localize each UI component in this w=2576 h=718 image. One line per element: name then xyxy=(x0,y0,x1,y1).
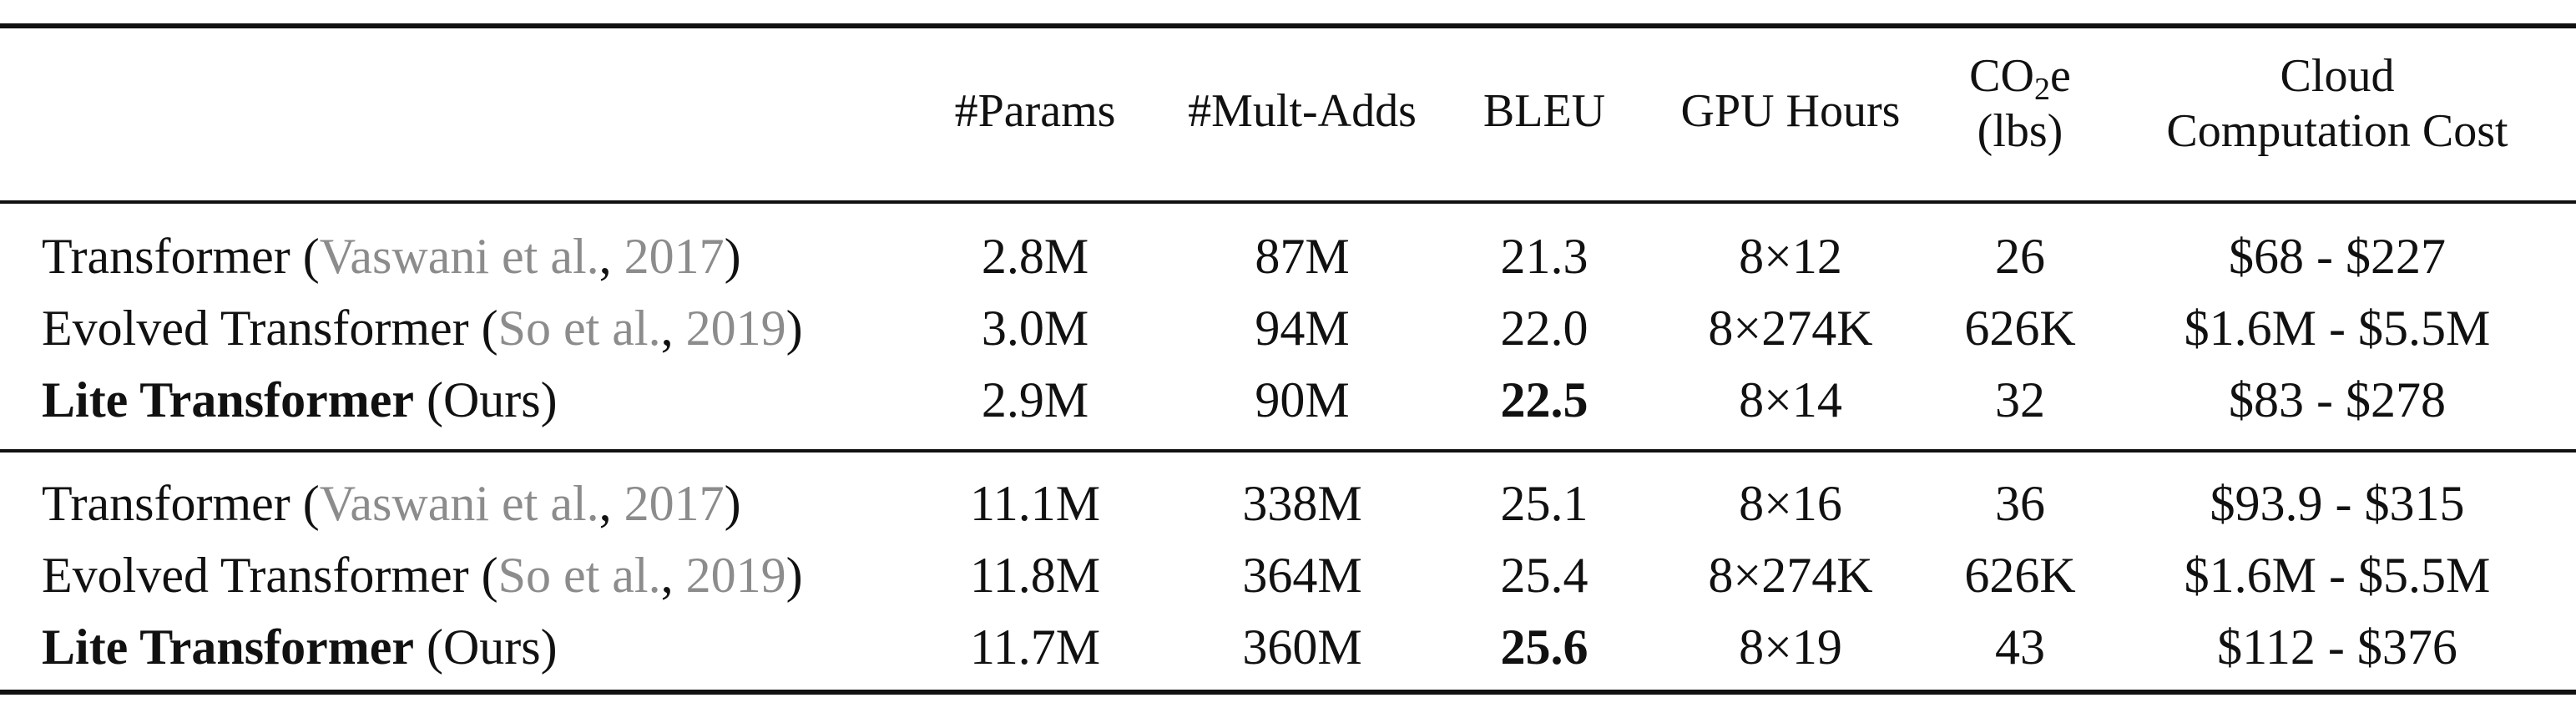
cost-cell: $1.6M - $5.5M xyxy=(2184,548,2491,603)
model-cell: Lite Transformer (Ours) xyxy=(42,364,558,436)
citation-author-link[interactable]: So et al. xyxy=(498,548,661,603)
header-co2e-line1: CO2e xyxy=(1941,48,2099,107)
citation-author-link[interactable]: Vaswani et al. xyxy=(319,476,599,531)
cost-cell: $1.6M - $5.5M xyxy=(2184,301,2491,356)
ours-tag: (Ours) xyxy=(414,619,558,675)
bleu-cell-best: 22.5 xyxy=(1500,372,1589,427)
co2-cell: 26 xyxy=(1995,229,2045,284)
model-name: Evolved Transformer xyxy=(42,548,469,603)
citation-year-link[interactable]: 2019 xyxy=(685,548,786,603)
citation-year-link[interactable]: 2019 xyxy=(685,301,786,356)
bleu-cell: 22.0 xyxy=(1500,301,1589,356)
header-co2e-prefix: CO xyxy=(1969,50,2034,102)
cite-open: ( xyxy=(290,476,320,531)
header-mult-adds: #Mult-Adds xyxy=(1188,85,1417,137)
cite-close: ) xyxy=(724,229,741,284)
header-co2e-suffix: e xyxy=(2049,50,2071,102)
model-cell: Transformer (Vaswani et al., 2017) xyxy=(42,468,741,539)
header-co2e: CO2e (lbs) xyxy=(1941,48,2099,159)
cite-comma: , xyxy=(660,548,686,603)
table-row: Evolved Transformer (So et al., 2019) 11… xyxy=(0,539,2576,611)
table-row: Evolved Transformer (So et al., 2019) 3.… xyxy=(0,292,2576,364)
bleu-cell-best: 25.6 xyxy=(1500,619,1589,675)
co2-cell: 32 xyxy=(1995,372,2045,427)
header-cloud-cost: Cloud Computation Cost xyxy=(2112,48,2563,159)
model-name: Transformer xyxy=(42,229,290,284)
params-cell: 11.1M xyxy=(969,476,1101,531)
mult-adds-cell: 360M xyxy=(1242,619,1362,675)
co2-cell: 626K xyxy=(1964,548,2076,603)
table-row: Transformer (Vaswani et al., 2017) 2.8M … xyxy=(0,220,2576,292)
gpu-hours-cell: 8×19 xyxy=(1739,619,1842,675)
mult-adds-cell: 364M xyxy=(1242,548,1362,603)
mult-adds-cell: 90M xyxy=(1255,372,1350,427)
cite-open: ( xyxy=(468,548,498,603)
mult-adds-cell: 87M xyxy=(1255,229,1350,284)
cost-cell: $83 - $278 xyxy=(2229,372,2446,427)
co2-cell: 626K xyxy=(1964,301,2076,356)
header-co2e-subscript: 2 xyxy=(2033,72,2050,107)
params-cell: 2.8M xyxy=(981,229,1089,284)
citation-author-link[interactable]: Vaswani et al. xyxy=(319,229,599,284)
citation-author-link[interactable]: So et al. xyxy=(498,301,661,356)
mult-adds-cell: 94M xyxy=(1255,301,1350,356)
cite-close: ) xyxy=(785,301,803,356)
model-cell: Lite Transformer (Ours) xyxy=(42,611,558,683)
params-cell: 2.9M xyxy=(981,372,1089,427)
model-name: Lite Transformer xyxy=(42,619,414,675)
table-top-rule xyxy=(0,23,2576,28)
table-bottom-rule xyxy=(0,690,2576,695)
header-cloud-cost-line1: Cloud xyxy=(2280,50,2395,102)
model-cell: Transformer (Vaswani et al., 2017) xyxy=(42,220,741,292)
header-co2e-unit: (lbs) xyxy=(1977,105,2063,157)
cite-open: ( xyxy=(468,301,498,356)
model-name: Lite Transformer xyxy=(42,372,414,427)
gpu-hours-cell: 8×12 xyxy=(1739,229,1842,284)
co2-cell: 43 xyxy=(1995,619,2045,675)
ours-tag: (Ours) xyxy=(414,372,558,427)
cite-close: ) xyxy=(785,548,803,603)
bleu-cell: 25.1 xyxy=(1500,476,1589,531)
bleu-cell: 25.4 xyxy=(1500,548,1589,603)
header-gpu-hours: GPU Hours xyxy=(1680,85,1901,137)
params-cell: 11.8M xyxy=(969,548,1101,603)
cite-comma: , xyxy=(599,476,624,531)
mult-adds-cell: 338M xyxy=(1242,476,1362,531)
header-params: #Params xyxy=(954,85,1116,137)
cost-cell: $93.9 - $315 xyxy=(2210,476,2465,531)
model-cell: Evolved Transformer (So et al., 2019) xyxy=(42,292,803,364)
header-cloud-cost-line2: Computation Cost xyxy=(2166,105,2508,157)
params-cell: 3.0M xyxy=(981,301,1089,356)
cite-comma: , xyxy=(599,229,624,284)
table-row: Lite Transformer (Ours) 11.7M 360M 25.6 … xyxy=(0,611,2576,683)
citation-year-link[interactable]: 2017 xyxy=(624,229,725,284)
co2-cell: 36 xyxy=(1995,476,2045,531)
header-bottom-rule xyxy=(0,200,2576,204)
gpu-hours-cell: 8×274K xyxy=(1708,548,1873,603)
model-cell: Evolved Transformer (So et al., 2019) xyxy=(42,539,803,611)
group-separator-rule xyxy=(0,449,2576,453)
table-row: Lite Transformer (Ours) 2.9M 90M 22.5 8×… xyxy=(0,364,2576,436)
cite-comma: , xyxy=(660,301,686,356)
citation-year-link[interactable]: 2017 xyxy=(624,476,725,531)
model-name: Evolved Transformer xyxy=(42,301,469,356)
cite-open: ( xyxy=(290,229,320,284)
header-bleu: BLEU xyxy=(1482,85,1606,137)
bleu-cell: 21.3 xyxy=(1500,229,1589,284)
gpu-hours-cell: 8×16 xyxy=(1739,476,1842,531)
table-row: Transformer (Vaswani et al., 2017) 11.1M… xyxy=(0,468,2576,539)
gpu-hours-cell: 8×274K xyxy=(1708,301,1873,356)
cost-cell: $112 - $376 xyxy=(2217,619,2457,675)
model-name: Transformer xyxy=(42,476,290,531)
gpu-hours-cell: 8×14 xyxy=(1739,372,1842,427)
params-cell: 11.7M xyxy=(969,619,1101,675)
cost-cell: $68 - $227 xyxy=(2229,229,2446,284)
cite-close: ) xyxy=(724,476,741,531)
